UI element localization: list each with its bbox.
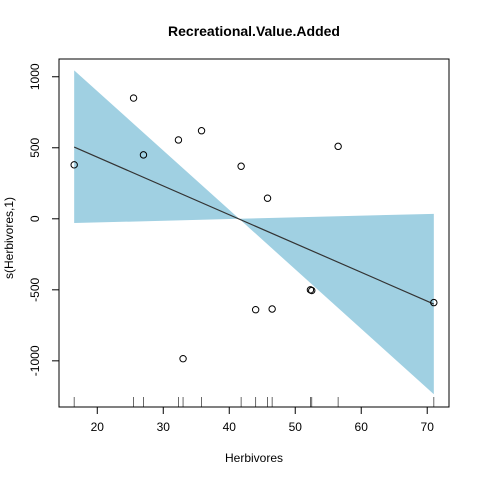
x-tick-label: 20: [91, 420, 105, 434]
data-point: [238, 163, 244, 169]
data-point: [198, 128, 204, 134]
y-axis: -1000 -500 0 500 1000: [28, 63, 59, 376]
data-point: [335, 143, 341, 149]
plot-area: [59, 59, 449, 407]
y-tick-label: 0: [28, 215, 42, 222]
x-tick-label: 50: [289, 420, 303, 434]
y-tick-label: 1000: [28, 63, 42, 90]
x-tick-label: 70: [421, 420, 435, 434]
y-tick-label: 500: [28, 137, 42, 157]
data-point: [180, 356, 186, 362]
y-tick-label: -1000: [28, 345, 42, 376]
x-tick-label: 30: [157, 420, 171, 434]
chart-title: Recreational.Value.Added: [168, 23, 340, 39]
x-tick-label: 60: [355, 420, 369, 434]
y-tick-label: -500: [28, 277, 42, 301]
x-axis-label: Herbivores: [225, 451, 283, 465]
y-axis-label: s(Herbivores,1): [2, 197, 16, 279]
confidence-band: [74, 70, 434, 394]
data-point: [264, 195, 270, 201]
data-point: [252, 307, 258, 313]
data-point: [269, 306, 275, 312]
x-tick-label: 40: [223, 420, 237, 434]
data-point: [175, 137, 181, 143]
data-point: [130, 95, 136, 101]
x-axis: 20 30 40 50 60 70: [91, 407, 435, 434]
